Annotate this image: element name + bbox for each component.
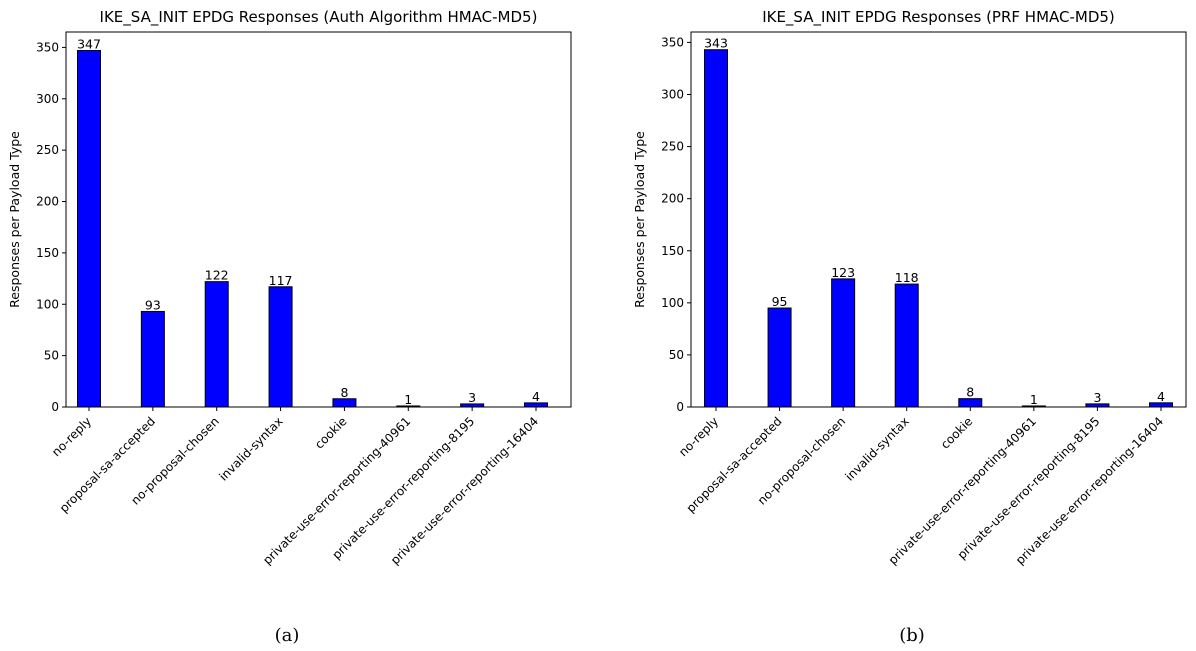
data-label-proposal-sa-accepted: 93: [145, 297, 161, 312]
y-tick-label: 150: [36, 246, 59, 260]
x-tick-label-cookie: cookie: [312, 414, 349, 451]
y-tick-label: 300: [661, 88, 684, 102]
data-label-no-reply: 347: [77, 36, 101, 51]
x-tick-label-private-use-error-reporting-16404: private-use-error-reporting-16404: [1013, 414, 1166, 567]
bar-proposal-sa-accepted: [767, 307, 792, 408]
data-label-no-proposal-chosen: 123: [831, 265, 855, 280]
data-label-private-use-error-reporting-40961: 1: [404, 392, 412, 407]
bar-invalid-syntax: [894, 283, 919, 408]
data-label-no-reply: 343: [704, 36, 728, 51]
y-tick-label: 350: [36, 40, 59, 54]
data-label-private-use-error-reporting-8195: 3: [1093, 390, 1101, 405]
y-tick-label: 250: [36, 143, 59, 157]
plot-frame: [690, 31, 1187, 408]
data-label-private-use-error-reporting-40961: 1: [1030, 392, 1038, 407]
chart-title: IKE_SA_INIT EPDG Responses (Auth Algorit…: [100, 8, 538, 27]
x-tick-label-cookie: cookie: [938, 414, 975, 451]
x-tick-label-invalid-syntax: invalid-syntax: [842, 414, 911, 483]
data-label-proposal-sa-accepted: 95: [772, 294, 788, 309]
bar-no-proposal-chosen: [204, 281, 229, 408]
bar-cookie: [332, 398, 357, 408]
y-tick-label: 200: [36, 195, 59, 209]
y-tick-label: 350: [661, 35, 684, 49]
y-tick-label: 100: [661, 296, 684, 310]
data-label-private-use-error-reporting-16404: 4: [532, 389, 540, 404]
y-tick-label: 150: [661, 244, 684, 258]
data-label-private-use-error-reporting-8195: 3: [468, 390, 476, 405]
y-tick-label: 50: [44, 349, 59, 363]
chart-title: IKE_SA_INIT EPDG Responses (PRF HMAC-MD5…: [762, 8, 1115, 27]
plot-frame: [65, 31, 572, 408]
y-axis-label: Responses per Payload Type: [632, 131, 647, 308]
y-axis-label: Responses per Payload Type: [7, 131, 22, 308]
data-label-invalid-syntax: 118: [895, 270, 919, 285]
bar-no-proposal-chosen: [831, 278, 856, 408]
y-tick-label: 200: [661, 192, 684, 206]
data-label-invalid-syntax: 117: [269, 273, 293, 288]
data-label-no-proposal-chosen: 122: [205, 268, 229, 283]
y-tick-label: 0: [51, 400, 59, 414]
data-label-cookie: 8: [966, 385, 974, 400]
bar-no-reply: [77, 49, 101, 408]
data-label-cookie: 8: [340, 385, 348, 400]
y-tick-label: 100: [36, 297, 59, 311]
subfigure-caption: (b): [899, 625, 925, 646]
y-tick-label: 300: [36, 92, 59, 106]
x-tick-label-invalid-syntax: invalid-syntax: [216, 414, 285, 483]
x-tick-label-private-use-error-reporting-16404: private-use-error-reporting-16404: [388, 414, 541, 567]
bar-invalid-syntax: [268, 286, 293, 408]
data-label-private-use-error-reporting-16404: 4: [1157, 389, 1165, 404]
y-tick-label: 0: [676, 400, 684, 414]
chart-b: IKE_SA_INIT EPDG Responses (PRF HMAC-MD5…: [632, 8, 1187, 646]
bar-cookie: [958, 398, 983, 408]
y-tick-label: 50: [669, 348, 684, 362]
x-tick-label-private-use-error-reporting-8195: private-use-error-reporting-8195: [955, 414, 1103, 562]
subfigure-caption: (a): [275, 625, 300, 646]
bar-no-reply: [704, 49, 728, 408]
chart-a: IKE_SA_INIT EPDG Responses (Auth Algorit…: [7, 8, 572, 646]
x-tick-label-private-use-error-reporting-8195: private-use-error-reporting-8195: [329, 414, 477, 562]
x-tick-label-no-reply: no-reply: [49, 414, 94, 459]
x-tick-label-no-reply: no-reply: [676, 414, 721, 459]
bar-proposal-sa-accepted: [140, 310, 165, 408]
y-tick-label: 250: [661, 140, 684, 154]
